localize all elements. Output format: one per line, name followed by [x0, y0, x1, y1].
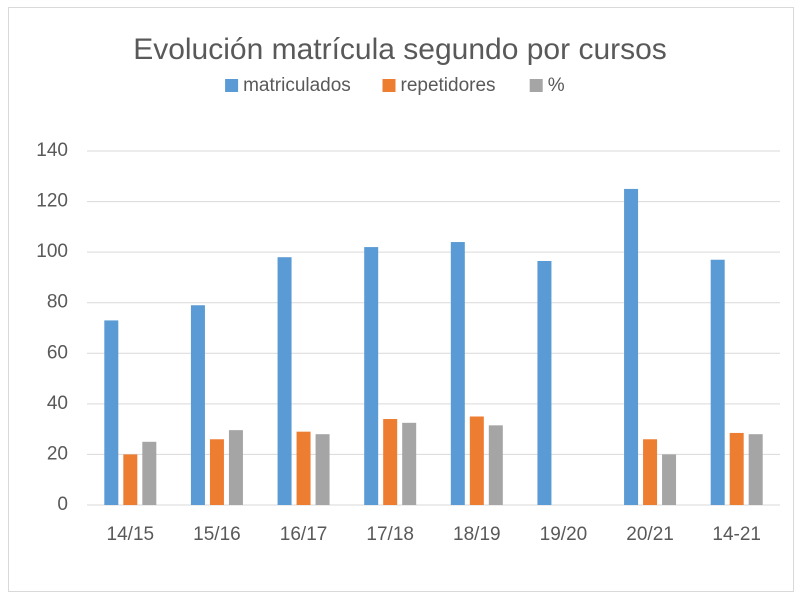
legend-swatch: [382, 79, 396, 92]
x-tick-label: 20/21: [626, 524, 674, 545]
y-tick-label: 140: [36, 140, 68, 161]
bar: [450, 242, 465, 505]
bar: [643, 439, 658, 505]
y-tick-label: 20: [47, 443, 68, 464]
legend-label: repetidores: [401, 75, 496, 96]
y-tick-label: 40: [47, 393, 68, 414]
bar: [209, 439, 224, 505]
x-tick-label: 14-21: [712, 524, 761, 545]
legend-swatch: [529, 79, 543, 92]
bar: [402, 422, 417, 505]
y-tick-label: 60: [47, 342, 68, 363]
bar: [296, 431, 311, 505]
bar: [228, 430, 243, 505]
bar: [624, 188, 639, 505]
x-tick-label: 19/20: [540, 524, 588, 545]
x-tick-label: 15/16: [193, 524, 241, 545]
bar: [277, 257, 292, 505]
x-tick-label: 18/19: [453, 524, 501, 545]
bar: [710, 259, 725, 505]
bar: [469, 416, 484, 505]
x-tick-label: 16/17: [280, 524, 328, 545]
bar: [729, 432, 744, 505]
y-tick-label: 80: [47, 292, 68, 313]
x-tick-label: 14/15: [107, 524, 155, 545]
bar: [104, 320, 119, 505]
legend-swatch: [225, 79, 239, 92]
bar: [142, 441, 157, 505]
bar: [190, 305, 205, 505]
y-tick-label: 0: [57, 494, 68, 515]
bar: [537, 260, 552, 505]
legend-label: %: [548, 75, 565, 96]
y-tick-label: 120: [36, 191, 68, 212]
chart-title: Evolución matrícula segundo por cursos: [133, 33, 667, 66]
bar: [383, 419, 398, 505]
bar: [748, 434, 763, 505]
bar: [364, 247, 379, 506]
bar: [315, 434, 330, 505]
y-tick-label: 100: [36, 241, 68, 262]
bar: [123, 454, 138, 505]
legend-label: matriculados: [243, 75, 351, 96]
bar: [488, 425, 503, 505]
x-tick-label: 17/18: [366, 524, 414, 545]
bar: [662, 454, 677, 505]
